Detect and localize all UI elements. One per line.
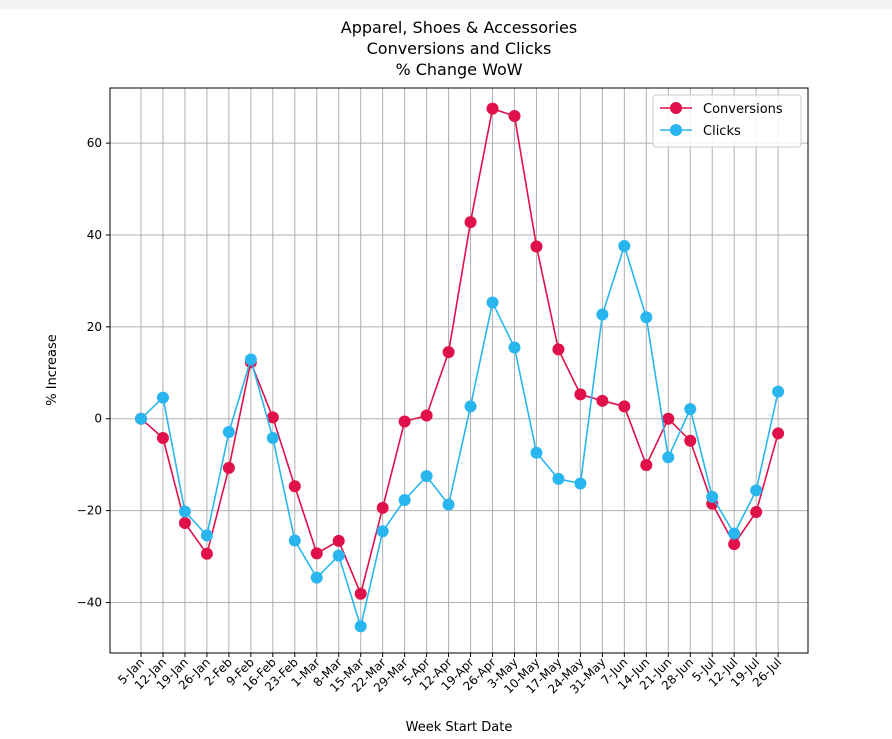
data-point	[508, 341, 521, 354]
data-point	[574, 477, 587, 490]
data-point	[640, 459, 653, 472]
y-tick-label: −20	[77, 504, 102, 518]
x-axis-ticks: 5-Jan12-Jan19-Jan26-Jan2-Feb9-Feb16-Feb2…	[115, 653, 784, 697]
data-point	[354, 620, 367, 633]
data-point	[750, 484, 763, 497]
plot-area	[109, 87, 809, 654]
y-tick-label: 40	[87, 228, 102, 242]
data-point	[596, 394, 609, 407]
data-point	[178, 517, 191, 530]
series-clicks	[135, 240, 785, 633]
data-point	[200, 547, 213, 560]
data-point	[135, 412, 147, 425]
data-point	[200, 529, 213, 542]
legend-label: Conversions	[703, 102, 783, 117]
data-point	[178, 505, 191, 518]
y-tick-label: 60	[87, 136, 102, 150]
legend: Conversions Clicks	[652, 94, 802, 148]
data-point	[266, 411, 279, 424]
data-point	[728, 527, 741, 540]
series-conversions	[135, 102, 785, 600]
data-point	[464, 216, 477, 229]
data-point	[662, 412, 675, 425]
notebook-top-bar	[0, 0, 892, 9]
series-line	[140, 243, 779, 630]
data-point	[706, 490, 719, 503]
y-axis-label: % Increase	[45, 334, 60, 406]
data-point	[398, 415, 411, 428]
data-point	[288, 480, 301, 493]
data-point	[420, 470, 433, 483]
data-point	[618, 240, 631, 253]
y-tick-label: 0	[94, 412, 102, 426]
legend-label: Clicks	[703, 124, 741, 139]
data-point	[772, 385, 785, 398]
y-tick-label: −40	[77, 595, 102, 609]
legend-swatch-marker	[670, 124, 682, 136]
title-line: % Change WoW	[395, 60, 522, 79]
data-point	[376, 501, 389, 514]
data-point	[310, 571, 323, 584]
y-tick-label: 20	[87, 320, 102, 334]
data-point	[442, 498, 455, 511]
data-point	[508, 110, 521, 123]
series-layer	[135, 102, 785, 633]
data-point	[552, 343, 565, 356]
chart-title: Apparel, Shoes & Accessories Conversions …	[341, 18, 577, 79]
data-point	[398, 494, 411, 507]
data-point	[222, 461, 235, 474]
data-point	[420, 409, 433, 422]
data-point	[156, 432, 169, 445]
x-axis-label: Week Start Date	[406, 720, 513, 735]
data-point	[574, 388, 587, 401]
title-line: Apparel, Shoes & Accessories	[341, 18, 577, 37]
data-point	[530, 446, 543, 459]
data-point	[486, 102, 499, 115]
data-point	[310, 547, 323, 560]
data-point	[442, 346, 455, 359]
data-point	[332, 549, 345, 562]
data-point	[486, 296, 499, 309]
legend-swatch-marker	[670, 102, 682, 114]
y-axis-ticks: 60 40 20 0 −20 −40	[77, 136, 110, 609]
data-point	[728, 538, 741, 551]
data-point	[288, 534, 301, 547]
data-point	[552, 472, 565, 485]
series-line	[140, 107, 779, 597]
grid-lines	[110, 88, 808, 653]
data-point	[684, 434, 697, 447]
title-line: Conversions and Clicks	[367, 39, 552, 58]
data-point	[772, 427, 785, 440]
data-point	[684, 403, 697, 416]
data-point	[750, 505, 763, 518]
data-point	[332, 534, 345, 547]
data-point	[376, 525, 389, 538]
data-point	[266, 432, 279, 445]
data-point	[662, 451, 675, 464]
data-point	[156, 391, 169, 404]
data-point	[222, 426, 235, 439]
data-point	[244, 353, 257, 366]
data-point	[464, 400, 477, 413]
data-point	[530, 240, 543, 253]
data-point	[596, 308, 609, 321]
data-point	[618, 400, 631, 413]
data-point	[640, 311, 653, 324]
data-point	[354, 587, 367, 600]
